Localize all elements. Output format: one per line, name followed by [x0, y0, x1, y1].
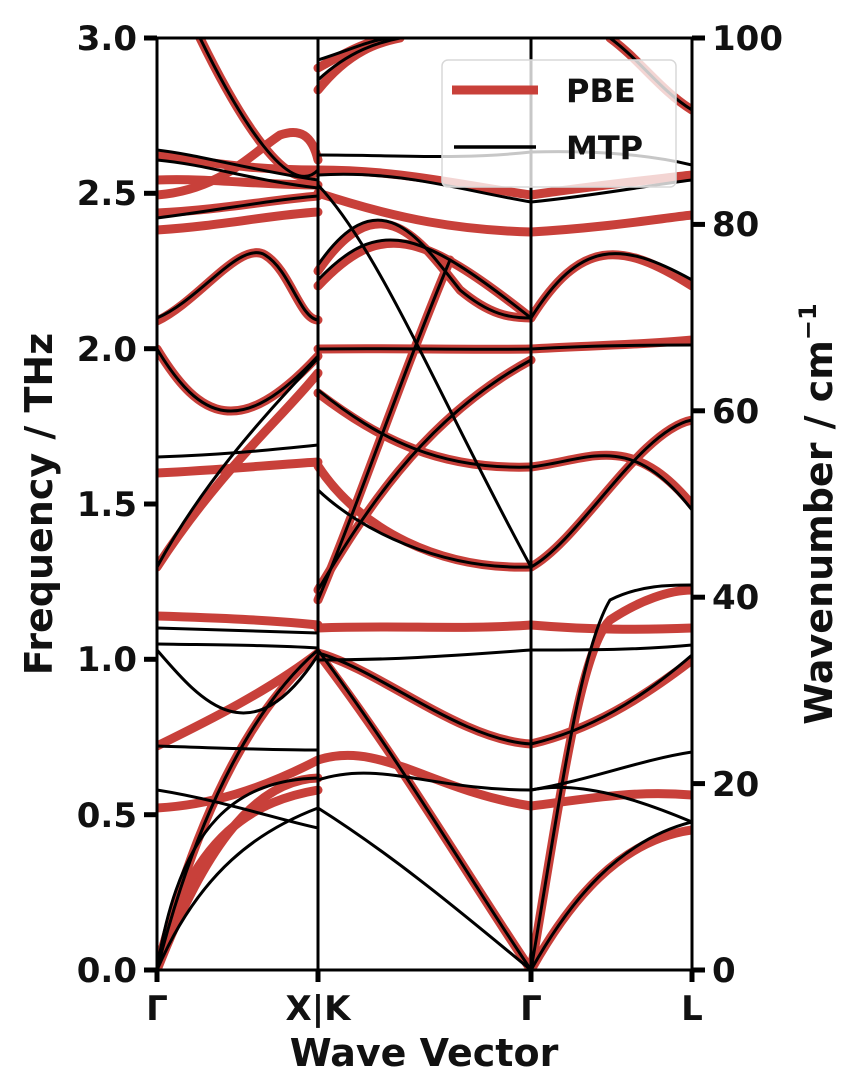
y-tick-label: 0.0	[77, 951, 137, 991]
y-tick-label: 0.5	[77, 796, 137, 836]
y2-tick-label: 100	[712, 19, 783, 59]
mtp-bands	[157, 38, 692, 970]
x-tick-label-gamma-start: Γ	[146, 989, 168, 1029]
y2-tick-label: 20	[712, 765, 759, 805]
y-tick-label: 2.5	[77, 174, 137, 214]
y2-tick-label: 60	[712, 392, 759, 432]
left-y-axis: 0.0 0.5 1.0 1.5 2.0 2.5 3.0	[77, 19, 157, 991]
svg-text:Wavenumber / cm−1: Wavenumber / cm−1	[794, 303, 841, 724]
y-tick-label: 1.0	[77, 640, 137, 680]
x-tick-label-l: L	[681, 989, 703, 1029]
legend-mtp-label: MTP	[566, 129, 643, 167]
x-tick-label-xk: X|K	[286, 989, 353, 1029]
legend-pbe-label: PBE	[566, 72, 636, 110]
y-tick-label: 1.5	[77, 485, 137, 525]
y-axis-label-left: Frequency / THz	[17, 333, 61, 676]
y2-tick-label: 80	[712, 205, 759, 245]
x-tick-label-gamma-mid: Γ	[520, 989, 542, 1029]
high-symmetry-lines	[316, 38, 533, 970]
y-tick-label: 2.0	[77, 330, 137, 370]
x-axis-label: Wave Vector	[290, 1031, 559, 1075]
y-axis-label-right: Wavenumber / cm−1	[794, 303, 841, 724]
legend-box	[441, 59, 677, 188]
y-tick-label: 3.0	[77, 19, 137, 59]
right-y-axis: 0 20 40 60 80 100	[692, 19, 783, 991]
y-axis-label-right-main: Wavenumber / cm	[797, 340, 841, 725]
x-axis: Γ X|K Γ L	[146, 970, 703, 1029]
y-axis-label-right-sup: −1	[794, 303, 822, 340]
y2-tick-label: 0	[712, 951, 736, 991]
y2-tick-label: 40	[712, 578, 759, 618]
legend: PBE MTP	[441, 59, 677, 188]
